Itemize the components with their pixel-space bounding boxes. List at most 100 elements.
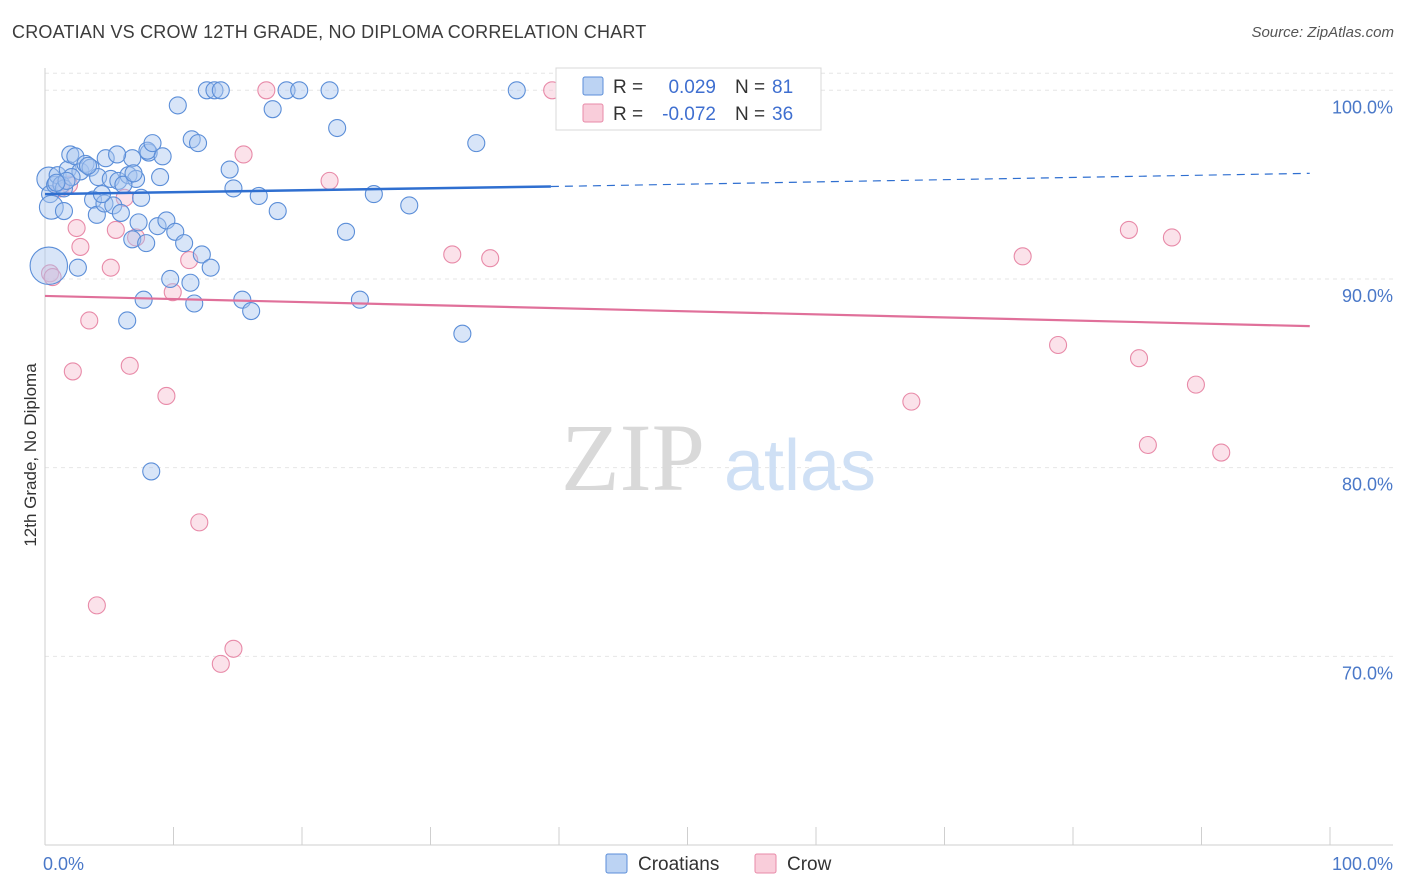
chart-title: CROATIAN VS CROW 12TH GRADE, NO DIPLOMA … — [12, 22, 647, 42]
croatians-point-79 — [124, 164, 143, 183]
croatians-point-42 — [143, 134, 162, 153]
crow-point-12 — [120, 356, 139, 375]
croatians-point-80 — [108, 145, 127, 164]
croatians-point-48 — [205, 81, 224, 100]
croatians-point-47 — [197, 81, 216, 100]
croatians-point-66 — [467, 134, 486, 153]
croatians-point-69 — [134, 290, 153, 309]
y-axis-label: 12th Grade, No Diploma — [21, 363, 40, 547]
crow-point-1 — [43, 268, 62, 287]
crow-point-17 — [190, 513, 209, 532]
crow-point-30 — [1119, 220, 1138, 239]
croatians-point-28 — [111, 203, 130, 222]
watermark-zip: ZIP — [561, 404, 705, 511]
croatians-point-36 — [181, 273, 200, 292]
crow-point-4 — [63, 362, 82, 381]
croatians-point-75 — [47, 173, 66, 192]
croatians-point-15 — [96, 149, 115, 168]
crow-point-7 — [80, 311, 99, 330]
bottom-legend-swatch-croatians — [605, 853, 628, 874]
croatians-trend-line — [44, 185, 551, 196]
crow-point-21 — [257, 81, 276, 100]
legend-n-value-1: 81 — [772, 77, 793, 98]
croatians-point-55 — [263, 100, 282, 119]
crow-point-31 — [1129, 349, 1149, 368]
croatians-point-44 — [168, 96, 187, 115]
croatians-point-32 — [148, 217, 167, 236]
croatians-point-21 — [151, 168, 170, 187]
croatians-point-13 — [81, 158, 100, 177]
crow-point-24 — [481, 249, 500, 268]
croatians-point-49 — [211, 81, 230, 100]
y-tick-label-3: 100.0% — [1332, 97, 1393, 117]
croatians-point-59 — [320, 81, 339, 100]
crow-point-5 — [67, 218, 86, 238]
x-tick-labels: 0.0% 100.0% — [43, 854, 1393, 874]
croatians-point-72 — [78, 156, 98, 175]
croatians-point-77 — [201, 258, 220, 277]
crow-point-34 — [1186, 375, 1205, 394]
croatians-point-76 — [185, 294, 204, 313]
croatians-point-70 — [118, 311, 137, 330]
croatians-point-37 — [192, 245, 211, 264]
croatians-point-58 — [290, 81, 309, 100]
crow-point-29 — [1049, 335, 1068, 355]
crow-point-9 — [101, 258, 120, 277]
croatians-point-31 — [137, 234, 156, 253]
croatians-point-22 — [54, 202, 74, 221]
crow-point-22 — [320, 171, 339, 190]
croatians-point-24 — [84, 190, 103, 209]
croatians-point-43 — [153, 147, 172, 166]
bottom-legend-croatians: Croatians — [638, 854, 719, 875]
crow-trend-line — [44, 294, 1310, 328]
legend-swatch-croatians — [582, 76, 604, 96]
croatians-point-39 — [123, 149, 142, 168]
croatians-point-60 — [328, 118, 347, 138]
crow-point-35 — [1212, 443, 1231, 462]
croatians-point-5 — [48, 166, 67, 185]
croatians-point-57 — [277, 81, 296, 100]
crow-point-19 — [224, 639, 243, 658]
croatians-point-46 — [188, 134, 208, 153]
croatians-point-35 — [175, 234, 194, 253]
croatians-point-64 — [400, 196, 419, 215]
croatians-point-53 — [242, 302, 261, 321]
source-label: Source: ZipAtlas.com — [1251, 24, 1394, 41]
crow-point-20 — [234, 145, 253, 164]
croatians-point-78 — [161, 269, 180, 289]
croatians-points — [29, 81, 526, 481]
crow-point-23 — [443, 245, 462, 264]
croatians-point-30 — [129, 213, 148, 232]
legend-n-value-2: 36 — [772, 104, 793, 125]
bottom-legend-swatch-crow — [754, 853, 777, 874]
y-tick-label-2: 90.0% — [1342, 286, 1393, 306]
crow-point-27 — [902, 392, 921, 411]
crow-point-6 — [71, 237, 90, 256]
croatians-trend-extension — [550, 172, 1310, 188]
croatians-point-27 — [104, 196, 123, 215]
y-tick-label-0: 70.0% — [1342, 663, 1393, 683]
croatians-point-65 — [453, 324, 472, 343]
croatians-point-3 — [29, 246, 69, 286]
croatians-point-62 — [350, 290, 369, 309]
crow-point-14 — [157, 386, 176, 406]
croatians-point-50 — [220, 160, 239, 179]
legend-swatch-crow — [582, 103, 604, 123]
croatians-point-51 — [224, 179, 243, 198]
legend-n-label-1: N = — [735, 77, 765, 98]
croatians-point-29 — [123, 230, 142, 249]
crow-point-18 — [211, 654, 230, 673]
crow-point-28 — [1013, 247, 1032, 266]
crow-point-15 — [163, 283, 182, 302]
croatians-point-56 — [268, 202, 287, 221]
croatians-point-61 — [336, 222, 356, 241]
legend-r-label-1: R = — [613, 77, 643, 98]
croatians-point-2 — [38, 194, 64, 220]
legend-n-label-2: N = — [735, 104, 765, 125]
y-tick-labels: 70.0% 80.0% 90.0% 100.0% — [1332, 97, 1393, 683]
watermark: ZIP atlas — [561, 404, 876, 511]
legend-r-label-2: R = — [613, 104, 643, 125]
crow-points — [41, 81, 1231, 673]
croatians-point-67 — [507, 81, 526, 100]
